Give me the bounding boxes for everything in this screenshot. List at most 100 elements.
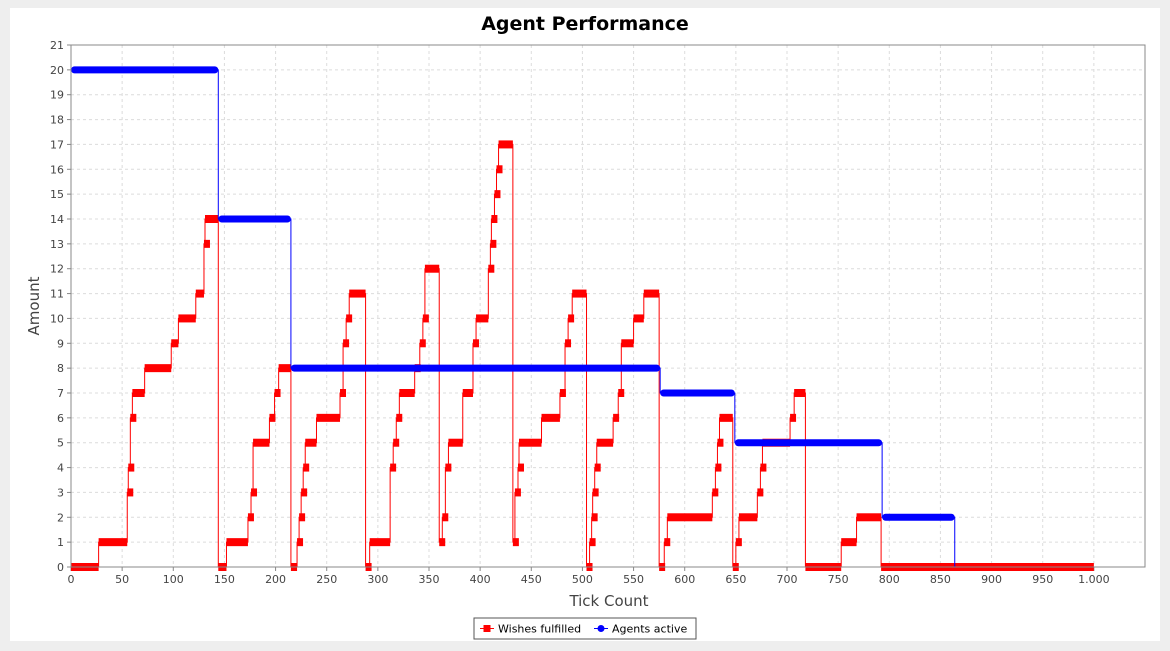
y-tick-label: 11 (50, 288, 64, 301)
data-segment (882, 513, 955, 521)
data-segment (514, 488, 521, 497)
data-segment (399, 389, 415, 397)
data-segment (71, 66, 219, 74)
data-segment (519, 438, 542, 447)
data-segment (278, 364, 291, 373)
x-tick-label: 500 (572, 573, 593, 586)
data-segment (717, 438, 724, 447)
y-tick-label: 1 (57, 536, 64, 549)
x-tick-label: 800 (879, 573, 900, 586)
y-tick-label: 2 (57, 511, 64, 524)
data-segment (738, 513, 758, 522)
data-segment (305, 438, 317, 447)
x-tick-label: 850 (930, 573, 951, 586)
x-axis: 0 50 100 150 200 250 300 350 400 450 500 550 600 650 7… (68, 567, 1110, 586)
data-segment (299, 513, 306, 522)
data-segment (596, 438, 614, 447)
data-segment (422, 314, 429, 323)
y-tick-label: 3 (57, 486, 64, 499)
data-segment (633, 314, 644, 323)
data-segment (396, 413, 403, 422)
data-segment (541, 413, 560, 422)
data-segment (130, 413, 137, 422)
y-tick-label: 5 (57, 437, 64, 450)
data-segment (253, 438, 270, 447)
x-axis-label: Tick Count (568, 592, 648, 610)
data-segment (618, 389, 625, 397)
data-segment (490, 239, 497, 248)
x-tick-label: 650 (725, 573, 746, 586)
x-tick-label: 300 (367, 573, 388, 586)
legend-circle-marker (597, 625, 605, 632)
chart-svg: Agent Performance 0123456789101112131415… (25, 13, 1146, 640)
chart-title: Agent Performance (481, 13, 689, 35)
legend-box (473, 617, 697, 640)
legend-item: Agents active (594, 623, 687, 636)
data-segment (442, 513, 449, 522)
series-layer (71, 66, 1094, 571)
data-segment (790, 413, 797, 422)
y-tick-label: 13 (50, 238, 64, 251)
data-segment (251, 488, 258, 497)
data-segment (144, 364, 172, 373)
data-segment (303, 463, 310, 472)
data-segment (247, 513, 254, 522)
x-tick-label: 1.000 (1078, 573, 1110, 586)
x-tick-label: 700 (777, 573, 798, 586)
data-segment (559, 389, 566, 397)
data-segment (517, 463, 524, 472)
data-segment (390, 463, 397, 472)
data-segment (613, 413, 620, 422)
x-tick-label: 750 (828, 573, 849, 586)
data-segment (565, 339, 572, 348)
x-tick-label: 50 (115, 573, 129, 586)
data-segment (760, 463, 767, 472)
data-segment (419, 339, 426, 348)
data-segment (734, 439, 883, 447)
data-segment (297, 538, 304, 547)
data-segment (178, 314, 196, 323)
x-tick-label: 900 (981, 573, 1002, 586)
data-segment (349, 289, 366, 298)
x-tick-label: 600 (674, 573, 695, 586)
x-tick-label: 350 (419, 573, 440, 586)
data-segment (757, 488, 764, 497)
y-tick-label: 14 (50, 213, 64, 226)
y-tick-label: 18 (50, 114, 64, 127)
data-segment (591, 513, 598, 522)
y-tick-label: 17 (50, 138, 64, 151)
x-tick-label: 0 (68, 573, 75, 586)
data-segment (290, 364, 661, 372)
data-segment (498, 140, 513, 149)
legend-label: Wishes fulfilled (498, 623, 581, 636)
data-segment (594, 463, 601, 472)
y-tick-label: 10 (50, 312, 64, 325)
data-segment (643, 289, 660, 298)
data-segment (195, 289, 204, 298)
data-segment (488, 264, 495, 273)
data-segment (462, 389, 473, 397)
data-segment (128, 463, 135, 472)
data-segment (568, 314, 575, 323)
data-segment (512, 538, 519, 547)
y-tick-label: 15 (50, 188, 64, 201)
data-segment (496, 165, 503, 174)
plot-border (70, 44, 1146, 568)
data-segment (494, 190, 501, 199)
data-segment (340, 389, 347, 397)
data-segment (664, 538, 671, 547)
data-segment (660, 389, 735, 397)
y-tick-label: 0 (57, 561, 64, 574)
x-tick-label: 200 (265, 573, 286, 586)
y-tick-label: 16 (50, 163, 64, 176)
data-segment (448, 438, 463, 447)
y-tick-label: 6 (57, 412, 64, 425)
data-segment (735, 538, 742, 547)
data-segment (445, 463, 452, 472)
data-segment (204, 215, 219, 223)
x-tick-label: 250 (316, 573, 337, 586)
y-axis-label: Amount (25, 276, 43, 335)
legend-square-marker (483, 625, 491, 632)
data-segment (476, 314, 489, 323)
